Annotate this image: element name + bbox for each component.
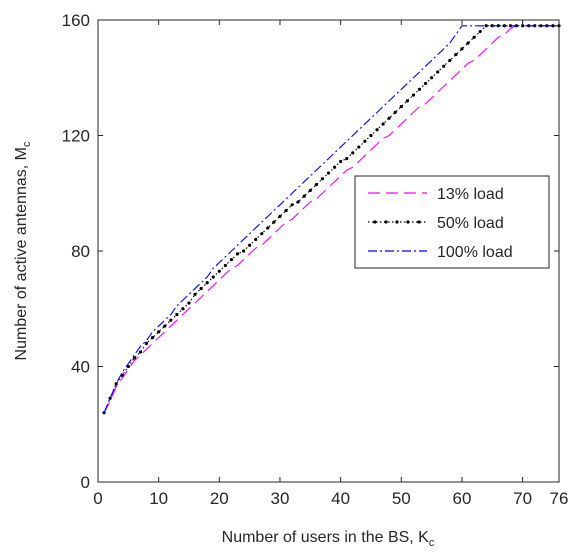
series-point-1-59 [460,47,464,51]
series-point-1-7 [144,341,149,345]
series-point-1-37 [326,171,331,175]
series-point-1-10 [163,324,167,328]
series-layer [102,24,561,415]
x-axis-title-subscript: c [429,537,435,549]
series-point-1-17 [205,281,209,285]
tick-layer: 0 10 20 30 40 50 60 70 76 0 40 80 120 160 [62,11,569,508]
series-point-1-62 [478,29,482,34]
y-tick-label-2: 80 [71,242,90,261]
series-point-1-9 [157,330,161,334]
series-point-1-1 [108,396,112,400]
series-point-1-39 [339,159,343,164]
x-tick-label-5: 50 [392,489,411,508]
series-point-1-12 [175,312,179,317]
x-axis-title: Number of users in the BS, Kc [222,529,435,549]
legend-marker-1-4 [417,220,421,224]
series-point-1-30 [284,208,288,213]
series-point-1-44 [369,133,373,138]
series-point-1-29 [278,214,282,218]
series-point-1-8 [150,336,155,340]
series-point-1-25 [254,237,258,242]
legend-marker-1-1 [384,220,388,224]
series-point-1-51 [411,93,416,97]
series-point-1-47 [387,116,391,120]
series-point-1-38 [332,165,337,169]
series-point-1-41 [351,151,355,155]
x-tick-label-7: 70 [513,489,532,508]
series-point-1-28 [272,220,276,224]
series-point-1-72 [539,24,543,28]
series-point-1-27 [266,226,270,230]
y-axis-title: Number of active antennas, Mc [13,141,33,360]
legend-label-50: 50% load [437,215,504,232]
series-point-1-42 [357,145,361,149]
series-point-1-24 [248,243,252,247]
x-tick-label-2: 20 [210,489,229,508]
series-point-1-54 [430,76,434,80]
series-point-1-13 [181,307,185,311]
series-point-1-43 [363,139,367,143]
series-point-1-60 [466,41,470,45]
series-point-1-26 [260,232,264,236]
series-point-1-40 [345,157,349,161]
x-tick-label-3: 30 [271,489,290,508]
x-tick-label-6: 60 [452,489,471,508]
series-point-1-23 [241,249,246,253]
x-axis-title-main: Number of users in the BS, K [222,529,430,546]
series-point-1-15 [193,292,197,296]
series-point-1-16 [199,286,203,291]
series-point-1-58 [454,53,458,57]
y-tick-label-4: 160 [62,11,90,30]
series-point-1-11 [169,318,173,322]
series-point-1-61 [472,35,476,39]
series-point-1-53 [423,81,428,86]
series-point-1-18 [211,275,215,279]
legend-marker-1-3 [406,220,410,224]
legend: 13% load 50% load 100% load [354,175,550,269]
series-point-1-48 [393,110,397,114]
legend-label-13: 13% load [437,186,504,203]
series-point-1-46 [381,122,385,126]
series-point-1-50 [405,99,409,103]
y-tick-label-0: 0 [81,473,90,492]
y-axis-title-main: Number of active antennas, M [13,147,30,360]
series-point-1-32 [296,200,300,204]
x-tick-label-1: 10 [149,489,168,508]
series-point-1-19 [217,269,221,273]
series-point-1-74 [551,24,555,28]
series-point-1-35 [314,182,318,187]
series-point-1-36 [320,177,325,181]
series-line-2 [103,25,559,413]
legend-label-100: 100% load [437,244,513,261]
series-point-1-49 [399,105,403,109]
legend-marker-1-0 [373,220,377,224]
series-point-1-57 [448,58,452,63]
series-point-1-63 [484,24,488,28]
series-line-0 [103,25,559,413]
series-point-1-45 [375,128,379,132]
y-tick-label-1: 40 [71,358,90,377]
series-line-1 [103,25,559,413]
series-point-1-56 [442,64,446,68]
y-tick-label-3: 120 [62,127,90,146]
series-point-1-6 [138,350,143,354]
series-point-1-55 [436,70,440,74]
series-point-1-22 [235,252,240,256]
legend-items [368,192,427,252]
series-point-1-31 [290,203,294,207]
legend-marker-1-2 [395,220,399,224]
series-point-1-34 [308,188,312,192]
x-tick-label-4: 40 [331,489,350,508]
y-axis-title-subscript: c [21,141,33,147]
x-tick-label-8: 76 [550,489,569,508]
series-point-1-20 [223,263,227,268]
series-point-1-21 [229,258,234,262]
series-point-1-14 [187,301,191,305]
x-tick-label-0: 0 [93,489,102,508]
series-point-1-52 [417,87,422,91]
series-point-1-33 [302,194,306,198]
